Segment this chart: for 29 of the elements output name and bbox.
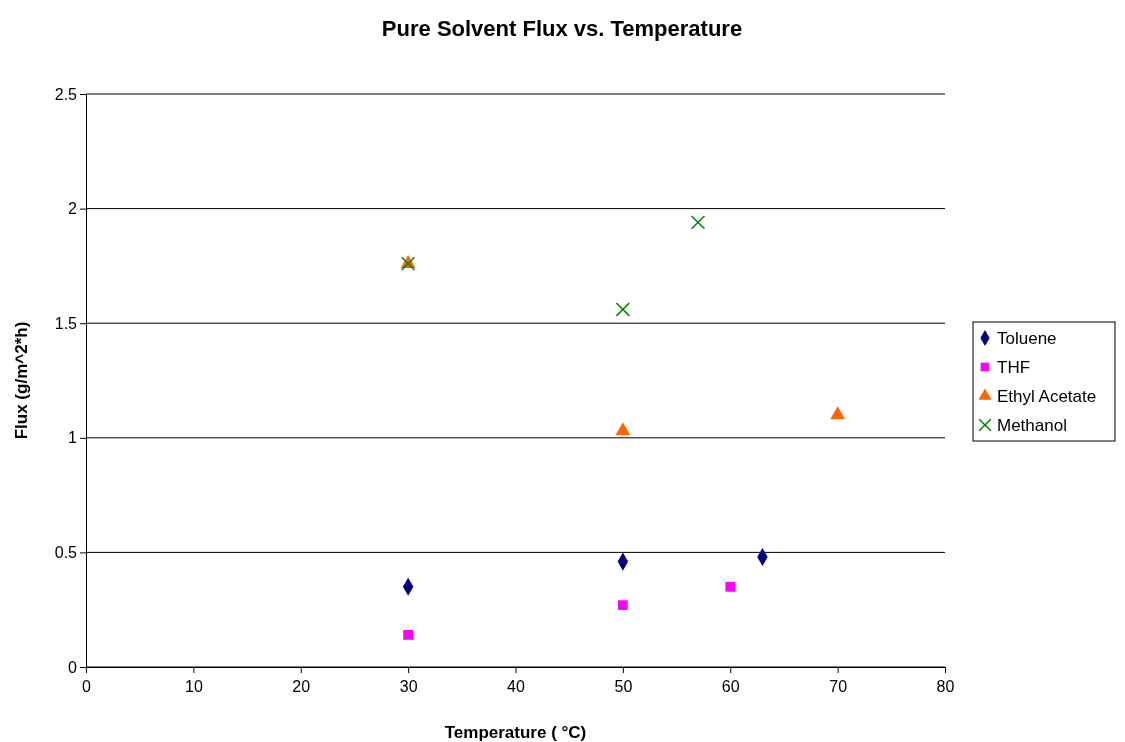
x-tick-label: 50	[614, 678, 633, 695]
x-tick-label: 10	[184, 678, 203, 695]
legend-label: Methanol	[997, 416, 1067, 435]
point	[615, 302, 631, 317]
point	[615, 422, 631, 436]
x-tick-label: 0	[82, 678, 92, 695]
x-tick-label: 60	[721, 678, 740, 695]
point	[403, 630, 413, 640]
y-axis-title: Flux (g/m^2*h)	[12, 321, 31, 440]
legend-label: THF	[997, 358, 1031, 377]
y-tick-label: 0.5	[54, 544, 78, 562]
point	[830, 406, 846, 420]
point	[690, 215, 706, 230]
x-tick-label: 80	[936, 678, 955, 695]
point	[618, 600, 628, 610]
x-axis-title: Temperature ( °C)	[444, 723, 587, 742]
x-tick-label: 70	[829, 678, 848, 695]
y-tick-label: 2	[68, 200, 78, 218]
y-tick-label: 1	[68, 429, 78, 447]
point	[725, 581, 736, 592]
x-tick-label: 20	[292, 678, 311, 695]
x-tick-label: 40	[507, 678, 525, 695]
y-tick-label: 1.5	[54, 314, 78, 332]
legend-label: Toluene	[997, 329, 1057, 348]
y-tick-label: 0	[68, 658, 78, 676]
chart-title: Pure Solvent Flux vs. Temperature	[381, 16, 743, 41]
y-tick-label: 2.5	[54, 85, 78, 103]
legend-label: Ethyl Acetate	[997, 387, 1097, 406]
x-tick-label: 30	[399, 678, 418, 695]
